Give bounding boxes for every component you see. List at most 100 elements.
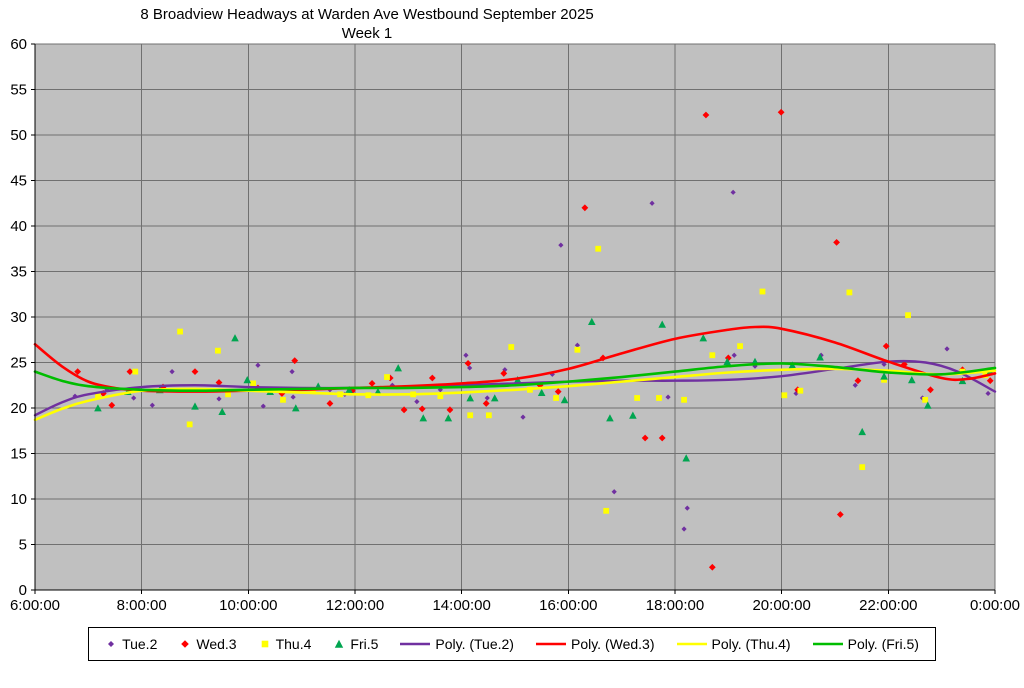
legend-label: Poly. (Wed.3): [570, 636, 655, 652]
data-point: [986, 377, 994, 385]
data-point: [463, 352, 469, 358]
data-point: [502, 367, 508, 373]
legend-label: Fri.5: [350, 636, 379, 652]
data-point: [345, 386, 353, 394]
legend-item-poly-thu-4: Poly. (Thu.4): [676, 636, 791, 652]
data-point: [444, 414, 453, 422]
data-point: [944, 346, 950, 352]
data-point: [836, 511, 844, 518]
data-point: [419, 414, 428, 422]
data-point: [132, 368, 139, 375]
axes: [31, 43, 996, 594]
data-point: [882, 342, 890, 350]
y-axis-label: 55: [10, 82, 27, 99]
x-axis-label: 16:00:00: [539, 597, 597, 614]
poly-tue-2-line-icon: [400, 642, 431, 646]
data-point: [191, 402, 199, 410]
data-point: [250, 380, 257, 387]
data-point: [126, 368, 134, 375]
data-point: [216, 396, 222, 402]
data-point: [485, 412, 492, 419]
data-point: [681, 526, 687, 532]
data-point: [818, 352, 824, 358]
legend-item-wed-3: Wed.3: [179, 636, 237, 652]
legend-item-poly-fri-5: Poly. (Fri.5): [812, 636, 919, 652]
x-axis-label: 20:00:00: [752, 597, 810, 614]
legend-label: Poly. (Thu.4): [711, 636, 791, 652]
data-point: [292, 404, 300, 412]
x-axis-label: 14:00:00: [432, 597, 490, 614]
legend-item-thu-4: Thu.4: [259, 636, 311, 652]
data-point: [752, 363, 758, 369]
data-point: [560, 396, 569, 404]
y-axis-label: 30: [10, 309, 27, 326]
data-point: [482, 400, 490, 407]
y-axis-label: 0: [19, 582, 27, 599]
poly-thu-4-line-icon: [676, 642, 707, 646]
legend-label: Tue.2: [122, 636, 158, 652]
data-point: [709, 352, 716, 359]
x-axis-label: 0:00:00: [970, 597, 1020, 614]
legend-item-poly-tue-2: Poly. (Tue.2): [400, 636, 514, 652]
data-point: [922, 396, 929, 403]
data-point: [737, 343, 743, 350]
data-point: [374, 387, 382, 396]
data-point: [574, 342, 580, 348]
data-point: [467, 365, 473, 371]
data-point: [466, 394, 474, 402]
data-point: [859, 464, 866, 471]
data-point: [793, 390, 799, 397]
data-point: [467, 412, 474, 419]
data-point: [641, 434, 649, 442]
legend-label: Poly. (Tue.2): [435, 636, 514, 652]
data-point: [797, 387, 804, 394]
x-axis-label: 22:00:00: [859, 597, 917, 614]
data-point: [414, 399, 420, 405]
data-point: [218, 407, 226, 416]
trendline-poly-fri-5: [33, 362, 997, 393]
data-point: [177, 328, 183, 335]
plot-area: 0 5 10 15 20 25 30 35 40 45 50 55 60 6:00:00 8:00:00 10…: [10, 36, 1020, 614]
data-point: [446, 406, 454, 414]
data-point: [574, 346, 581, 353]
data-point: [684, 505, 690, 511]
data-point: [905, 312, 911, 319]
y-axis-label: 25: [10, 355, 27, 372]
data-point: [400, 406, 408, 414]
data-point: [104, 387, 110, 393]
data-point: [260, 403, 266, 409]
data-point: [985, 390, 991, 397]
data-point: [500, 370, 508, 377]
x-axis-label: 12:00:00: [326, 597, 384, 614]
wed-3-marker-icon: [181, 640, 190, 648]
data-point: [833, 238, 840, 246]
data-point: [484, 395, 490, 401]
y-axis-label: 35: [10, 264, 27, 281]
y-axis-label: 40: [10, 218, 27, 235]
gridlines: [34, 43, 996, 591]
x-axis-label: 18:00:00: [646, 597, 704, 614]
data-point: [629, 411, 637, 419]
data-point: [924, 401, 932, 409]
data-point: [508, 344, 515, 350]
y-axis-label: 20: [10, 400, 27, 417]
data-point: [581, 204, 589, 212]
legend-label: Wed.3: [196, 636, 237, 652]
data-point: [291, 357, 299, 365]
data-point: [854, 377, 862, 385]
data-point: [816, 353, 824, 361]
data-point: [846, 289, 853, 296]
poly-fri-5-line-icon: [812, 642, 843, 646]
data-point: [880, 372, 888, 380]
data-point: [682, 454, 690, 462]
data-point: [611, 489, 617, 495]
y-axis-label: 50: [10, 127, 27, 144]
legend-item-poly-wed-3: Poly. (Wed.3): [535, 636, 655, 652]
poly-wed-3-line-icon: [535, 642, 566, 646]
x-axis-label: 8:00:00: [117, 597, 167, 614]
data-point: [908, 375, 916, 384]
data-point: [108, 401, 116, 409]
data-point: [215, 347, 221, 354]
data-point: [554, 388, 562, 396]
